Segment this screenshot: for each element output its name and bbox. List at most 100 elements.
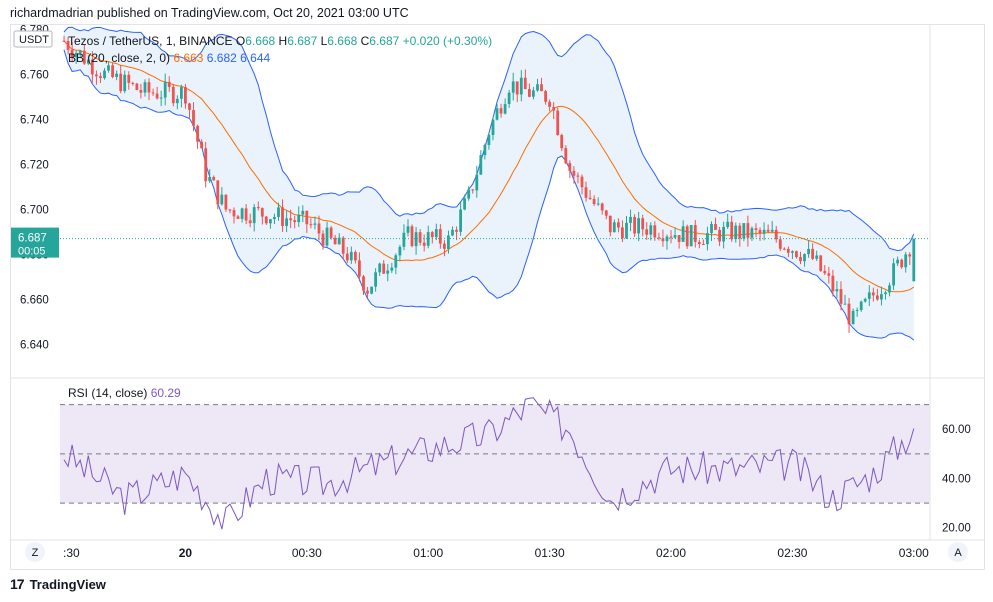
candle-body [532,90,535,97]
candle-body [471,189,475,191]
candle-body [843,303,847,305]
candle-body [394,255,398,268]
candle-body [523,77,527,89]
candle-body [714,224,717,230]
candle-body [301,210,305,215]
candle-body [774,229,778,240]
candle-body [657,237,661,239]
candle-body [766,229,770,232]
candle-body [143,82,147,93]
candle-body [503,104,507,114]
candle-body [317,223,321,234]
publish-caption: richardmadrian published on TradingView.… [10,6,409,20]
candle-body [778,239,782,249]
bb-legend: BB (20, close, 2, 0) 6.663 6.682 6.644 [68,51,270,65]
candle-body [859,301,863,310]
candle-body [681,226,685,242]
candle-body [908,254,912,257]
candle-body [556,110,560,135]
time-tick-label: 02:00 [656,546,686,560]
candle-body [608,215,612,233]
candle-body [248,220,252,224]
candle-body [641,218,645,230]
candle-body [625,222,628,239]
price-tick-label: 6.660 [20,294,49,306]
auto-scale-button[interactable] [948,542,968,562]
candle-body [811,248,814,259]
candle-body [171,86,175,104]
candle-body [734,225,738,240]
candle-body [900,259,904,268]
legend-part: 6.668 [245,34,275,48]
candle-body [212,177,216,181]
candle-body [220,194,224,205]
candle-body [131,82,135,84]
candle-body [835,289,839,292]
zoom-button[interactable] [25,542,45,562]
candle-body [507,92,511,104]
candle-body [184,87,187,104]
time-tick-label: 01:00 [413,546,443,560]
candle-body [491,119,495,135]
candle-body [596,203,600,205]
candle-body [354,251,357,261]
candle-body [200,141,203,149]
candle-body [196,125,199,142]
candle-body [730,221,734,240]
candle-body [78,50,82,53]
tradingview-logo-icon: 17 [10,576,25,592]
candle-body [479,155,483,175]
candle-body [370,286,373,294]
candle-body [896,259,899,264]
candle-body [568,163,572,171]
candle-body [463,198,466,210]
candle-body [216,180,220,205]
candle-body [107,65,110,71]
candle-body [633,216,636,234]
candle-body [689,225,693,247]
candle-body [519,77,523,95]
candle-body [115,73,118,77]
time-tick-label: 01:30 [535,546,565,560]
candle-body [430,232,434,238]
rsi-tick-label: 20.00 [942,523,971,535]
last-price-countdown: 00:05 [18,246,46,258]
bb-legend-part: 6.663 [173,51,206,65]
candle-body [329,227,333,238]
candle-body [443,243,446,249]
candle-body [786,248,790,253]
candle-body [426,232,430,246]
candle-body [560,135,564,149]
candle-body [163,81,167,98]
candle-body [155,93,159,99]
candle-body [386,270,390,274]
candle-body [260,208,264,217]
candle-body [293,220,297,223]
bb-legend-part: 6.682 [207,51,240,65]
candle-body [621,227,624,239]
candle-body [475,174,479,191]
candle-body [782,248,786,250]
legend-part: O [236,34,245,48]
candle-body [305,210,309,225]
candle-body [702,244,705,245]
candle-body [871,292,875,296]
candle-body [758,230,762,234]
currency-badge [13,30,53,48]
currency-label: USDT [19,34,49,46]
candle-body [192,110,195,126]
price-tick-label: 6.720 [20,159,49,171]
candle-body [252,207,256,224]
candle-body [358,260,361,277]
candle-body [180,87,183,99]
candle-body [754,228,758,230]
candle-body [264,216,268,224]
candle-body [378,263,382,273]
candle-body [208,177,212,182]
candle-body [341,237,345,254]
candle-body [770,229,774,232]
candle-body [224,194,228,210]
candle-body [742,223,746,239]
price-tick-label: 6.760 [20,69,49,81]
